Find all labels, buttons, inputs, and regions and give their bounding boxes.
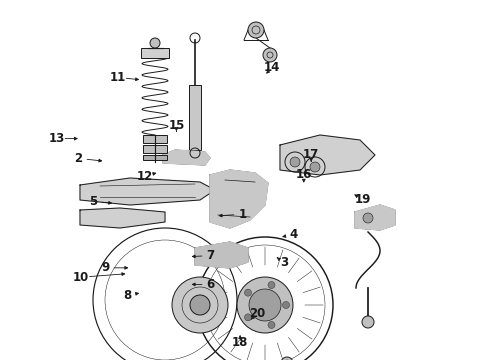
Circle shape (310, 162, 320, 172)
Bar (189, 85, 201, 150)
Circle shape (249, 289, 281, 321)
Bar (143, 155, 167, 160)
Text: 18: 18 (232, 336, 248, 349)
Text: 19: 19 (354, 193, 371, 206)
Circle shape (237, 277, 293, 333)
Circle shape (263, 48, 277, 62)
Circle shape (150, 38, 160, 48)
Polygon shape (80, 178, 215, 205)
Text: 3: 3 (280, 256, 288, 269)
Text: 9: 9 (101, 261, 109, 274)
Circle shape (363, 213, 373, 223)
Circle shape (283, 302, 290, 309)
Polygon shape (163, 150, 210, 165)
Polygon shape (355, 205, 395, 230)
Circle shape (290, 157, 300, 167)
Text: 17: 17 (303, 148, 319, 161)
Bar (141, 48, 169, 58)
Circle shape (268, 321, 275, 328)
Bar (143, 145, 167, 153)
Text: 2: 2 (74, 152, 82, 165)
Text: 15: 15 (168, 119, 185, 132)
Text: 11: 11 (109, 71, 126, 84)
Polygon shape (210, 170, 268, 228)
Circle shape (172, 277, 228, 333)
Text: 16: 16 (295, 168, 312, 181)
Circle shape (245, 289, 251, 296)
Circle shape (245, 314, 251, 321)
Text: 20: 20 (249, 307, 266, 320)
Polygon shape (195, 242, 248, 268)
Circle shape (362, 316, 374, 328)
Text: 8: 8 (123, 289, 131, 302)
Bar (143, 135, 167, 143)
Text: 5: 5 (89, 195, 97, 208)
Polygon shape (80, 208, 165, 228)
Circle shape (248, 22, 264, 38)
Circle shape (190, 295, 210, 315)
Text: 7: 7 (207, 249, 215, 262)
Text: 4: 4 (290, 228, 298, 240)
Text: 6: 6 (207, 278, 215, 291)
Polygon shape (280, 135, 375, 175)
Text: 13: 13 (48, 132, 65, 145)
Circle shape (268, 282, 275, 288)
Text: 10: 10 (73, 271, 89, 284)
Text: 1: 1 (239, 208, 246, 221)
Text: 12: 12 (136, 170, 153, 183)
Circle shape (281, 357, 293, 360)
Text: 14: 14 (264, 61, 280, 74)
